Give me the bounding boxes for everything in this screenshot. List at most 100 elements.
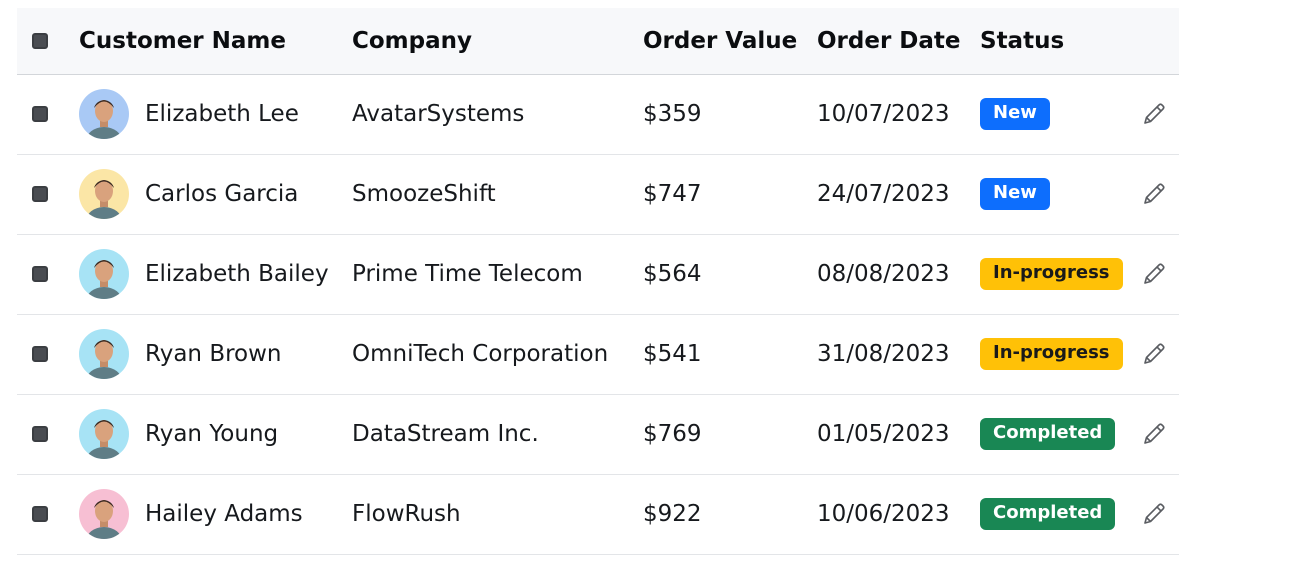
customer-name: Ryan Brown xyxy=(145,341,282,367)
row-select-cell xyxy=(17,74,79,154)
header-actions xyxy=(1130,8,1179,74)
order-value: $359 xyxy=(643,101,702,127)
status-cell: Completed xyxy=(980,394,1130,474)
actions-cell xyxy=(1130,314,1179,394)
edit-button[interactable] xyxy=(1140,100,1168,128)
status-badge: In-progress xyxy=(980,338,1123,370)
edit-button[interactable] xyxy=(1140,420,1168,448)
table-row: Elizabeth Bailey Prime Time Telecom $564… xyxy=(17,234,1179,314)
company-name: AvatarSystems xyxy=(352,101,525,127)
status-cell: New xyxy=(980,74,1130,154)
customer-name: Ryan Young xyxy=(145,421,279,447)
header-status[interactable]: Status xyxy=(980,27,1065,54)
select-all-checkbox[interactable] xyxy=(32,32,48,49)
customer-cell: Ryan Brown xyxy=(79,314,352,394)
order-value: $564 xyxy=(643,261,702,287)
row-checkbox[interactable] xyxy=(32,186,48,202)
order-value: $541 xyxy=(643,341,702,367)
row-select-cell xyxy=(17,234,79,314)
table-row: Hailey Adams FlowRush $922 10/06/2023 Co… xyxy=(17,474,1179,554)
table-row: Ryan Young DataStream Inc. $769 01/05/20… xyxy=(17,394,1179,474)
pencil-icon xyxy=(1144,103,1165,124)
header-order-value[interactable]: Order Value xyxy=(643,27,798,54)
row-checkbox[interactable] xyxy=(32,106,48,122)
table-row: Elizabeth Lee AvatarSystems $359 10/07/2… xyxy=(17,74,1179,154)
avatar xyxy=(79,249,129,299)
header-select-cell xyxy=(17,8,79,74)
row-checkbox[interactable] xyxy=(32,346,48,362)
header-customer-name[interactable]: Customer Name xyxy=(79,27,286,54)
header-order-date[interactable]: Order Date xyxy=(817,27,961,54)
table-body: Elizabeth Lee AvatarSystems $359 10/07/2… xyxy=(17,74,1179,554)
avatar-person-icon xyxy=(79,489,129,539)
order-date: 24/07/2023 xyxy=(817,181,950,207)
row-select-cell xyxy=(17,474,79,554)
order-value: $747 xyxy=(643,181,702,207)
customer-name-group: Elizabeth Lee xyxy=(79,89,352,139)
customer-name: Elizabeth Lee xyxy=(145,101,299,127)
avatar xyxy=(79,89,129,139)
status-cell: Completed xyxy=(980,474,1130,554)
avatar-person-icon xyxy=(79,409,129,459)
table-row: Ryan Brown OmniTech Corporation $541 31/… xyxy=(17,314,1179,394)
actions-cell xyxy=(1130,394,1179,474)
customer-name: Hailey Adams xyxy=(145,501,303,527)
actions-cell xyxy=(1130,74,1179,154)
status-badge: Completed xyxy=(980,498,1116,530)
avatar-person-icon xyxy=(79,249,129,299)
edit-button[interactable] xyxy=(1140,260,1168,288)
status-cell: In-progress xyxy=(980,234,1130,314)
customer-name-group: Elizabeth Bailey xyxy=(79,249,352,299)
status-badge: Completed xyxy=(980,418,1116,450)
edit-button[interactable] xyxy=(1140,340,1168,368)
edit-button[interactable] xyxy=(1140,180,1168,208)
company-name: OmniTech Corporation xyxy=(352,341,609,367)
pencil-icon xyxy=(1144,183,1165,204)
order-date: 31/08/2023 xyxy=(817,341,950,367)
actions-cell xyxy=(1130,474,1179,554)
order-date: 08/08/2023 xyxy=(817,261,950,287)
company-name: Prime Time Telecom xyxy=(352,261,583,287)
customer-name: Carlos Garcia xyxy=(145,181,299,207)
order-date: 10/07/2023 xyxy=(817,101,950,127)
customer-name: Elizabeth Bailey xyxy=(145,261,329,287)
avatar-person-icon xyxy=(79,169,129,219)
avatar xyxy=(79,169,129,219)
customer-name-group: Hailey Adams xyxy=(79,489,352,539)
orders-table-container: Customer Name Company Order Value Order … xyxy=(17,8,1179,555)
avatar xyxy=(79,409,129,459)
customer-cell: Elizabeth Bailey xyxy=(79,234,352,314)
customer-name-group: Carlos Garcia xyxy=(79,169,352,219)
customer-cell: Ryan Young xyxy=(79,394,352,474)
customer-cell: Elizabeth Lee xyxy=(79,74,352,154)
row-select-cell xyxy=(17,154,79,234)
customer-name-group: Ryan Young xyxy=(79,409,352,459)
customer-name-group: Ryan Brown xyxy=(79,329,352,379)
customer-cell: Carlos Garcia xyxy=(79,154,352,234)
actions-cell xyxy=(1130,154,1179,234)
row-checkbox[interactable] xyxy=(32,266,48,282)
status-badge: New xyxy=(980,98,1050,130)
status-cell: In-progress xyxy=(980,314,1130,394)
row-checkbox[interactable] xyxy=(32,426,48,442)
table-header: Customer Name Company Order Value Order … xyxy=(17,8,1179,74)
table-row: Carlos Garcia SmoozeShift $747 24/07/202… xyxy=(17,154,1179,234)
order-date: 01/05/2023 xyxy=(817,421,950,447)
status-badge: In-progress xyxy=(980,258,1123,290)
pencil-icon xyxy=(1144,343,1165,364)
actions-cell xyxy=(1130,234,1179,314)
row-checkbox[interactable] xyxy=(32,506,48,522)
pencil-icon xyxy=(1144,503,1165,524)
status-badge: New xyxy=(980,178,1050,210)
customer-cell: Hailey Adams xyxy=(79,474,352,554)
avatar xyxy=(79,489,129,539)
header-company[interactable]: Company xyxy=(352,27,472,54)
edit-button[interactable] xyxy=(1140,500,1168,528)
orders-table: Customer Name Company Order Value Order … xyxy=(17,8,1179,555)
pencil-icon xyxy=(1144,263,1165,284)
avatar-person-icon xyxy=(79,329,129,379)
status-cell: New xyxy=(980,154,1130,234)
header-row: Customer Name Company Order Value Order … xyxy=(17,8,1179,74)
row-select-cell xyxy=(17,314,79,394)
row-select-cell xyxy=(17,394,79,474)
